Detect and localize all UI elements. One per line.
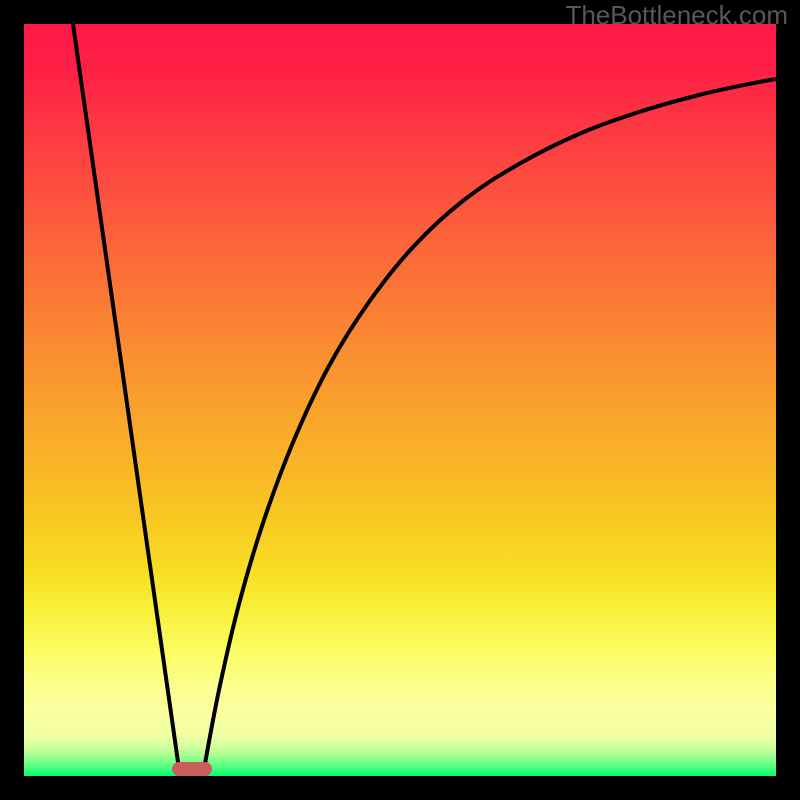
- plot-area: [24, 24, 776, 776]
- curve-layer: [24, 24, 776, 776]
- frame-right: [776, 0, 800, 800]
- chart-container: TheBottleneck.com: [0, 0, 800, 800]
- curve-path: [204, 79, 776, 769]
- frame-bottom: [0, 776, 800, 800]
- watermark-text: TheBottleneck.com: [565, 0, 788, 31]
- frame-left: [0, 0, 24, 800]
- valley-marker: [172, 762, 212, 776]
- curve-path: [73, 24, 179, 769]
